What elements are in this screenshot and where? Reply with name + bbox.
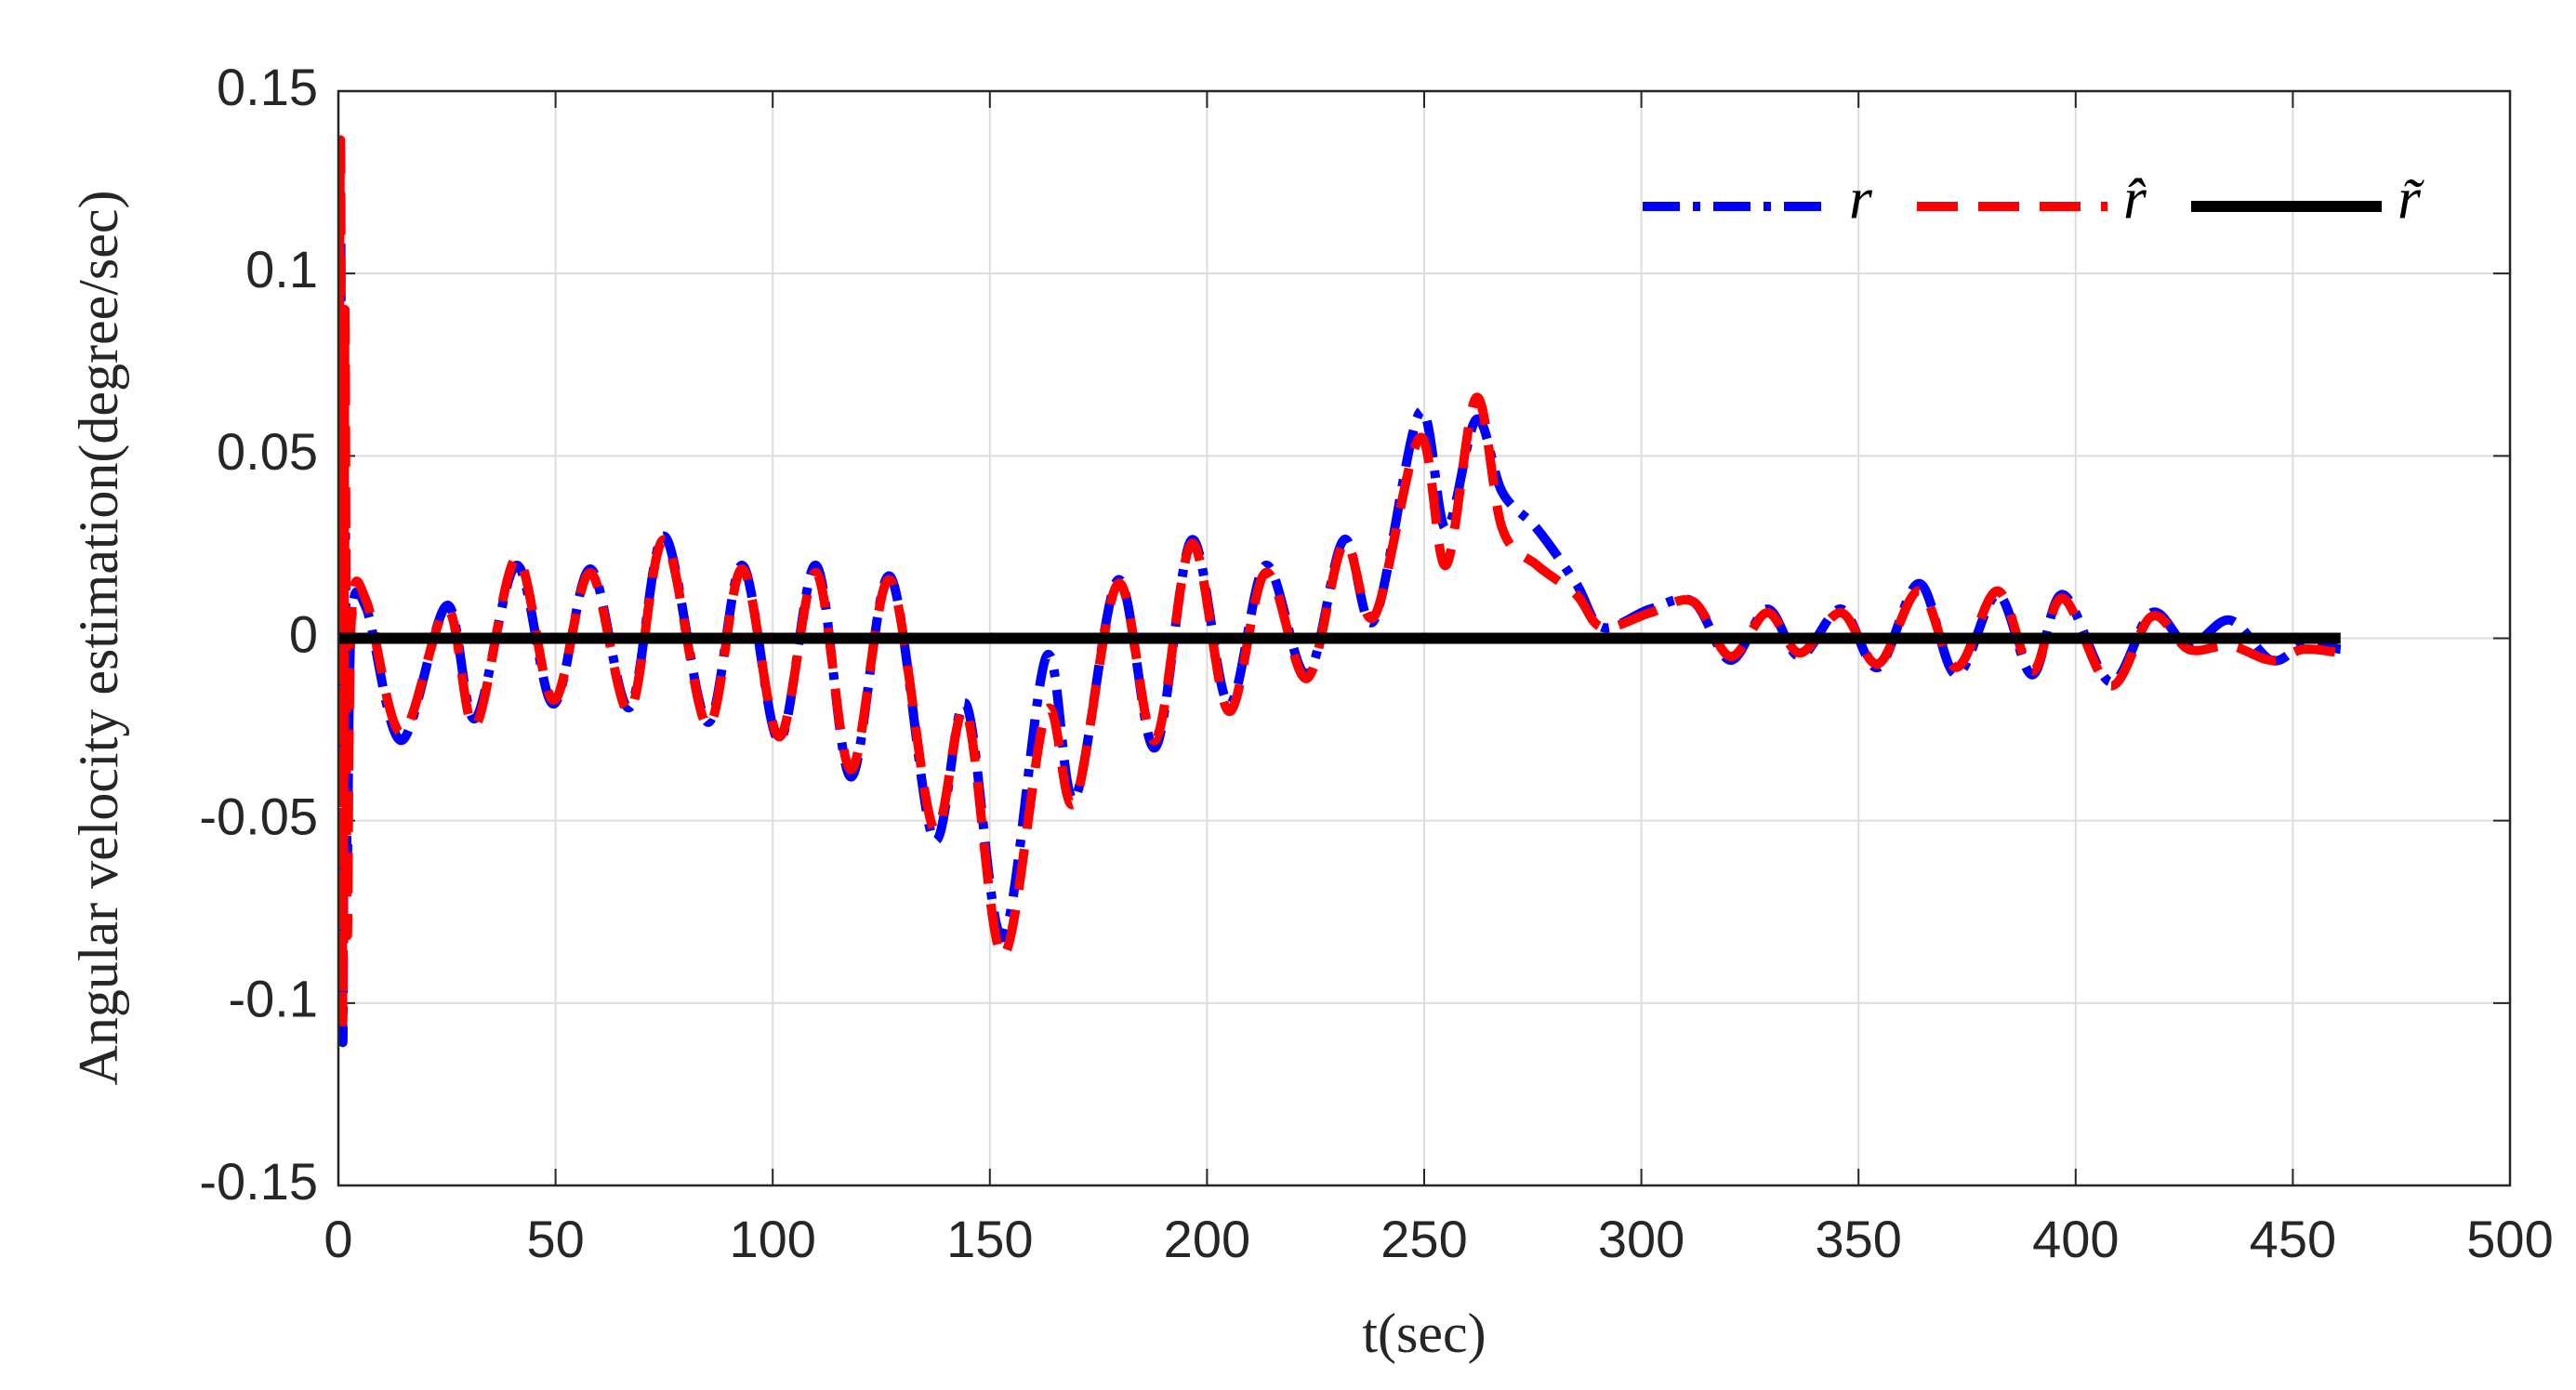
x-tick-label: 150 xyxy=(946,1210,1033,1268)
x-tick-label: 500 xyxy=(2466,1210,2553,1268)
y-tick-label: 0 xyxy=(289,604,318,663)
y-tick-label: -0.1 xyxy=(229,970,319,1028)
series-line xyxy=(338,135,2342,1026)
y-tick-label: 0.15 xyxy=(217,58,318,116)
x-tick-label: 0 xyxy=(324,1210,352,1268)
x-tick-label: 300 xyxy=(1598,1210,1684,1268)
series-group xyxy=(338,135,2342,1048)
x-axis-label: t(sec) xyxy=(1362,1303,1486,1364)
y-tick-label: -0.05 xyxy=(199,787,318,845)
y-tick-label: -0.15 xyxy=(199,1152,318,1211)
x-tick-label: 200 xyxy=(1164,1210,1250,1268)
x-tick-label: 50 xyxy=(526,1210,584,1268)
plot-frame xyxy=(337,89,2512,1187)
legend-label: r̃ xyxy=(2398,165,2425,232)
y-tick-label: 0.05 xyxy=(217,422,318,481)
y-axis-label: Angular velocity estimation(degree/sec) xyxy=(68,191,129,1086)
x-tick-label: 400 xyxy=(2032,1210,2119,1268)
x-tick-label: 250 xyxy=(1380,1210,1467,1268)
legend-label: r xyxy=(1849,165,1873,232)
x-tick-label: 350 xyxy=(1815,1210,1901,1268)
legend-label: r̂ xyxy=(2123,165,2147,232)
y-tick-label: 0.1 xyxy=(245,240,318,298)
x-tick-label: 100 xyxy=(729,1210,815,1268)
x-tick-label: 450 xyxy=(2250,1210,2336,1268)
